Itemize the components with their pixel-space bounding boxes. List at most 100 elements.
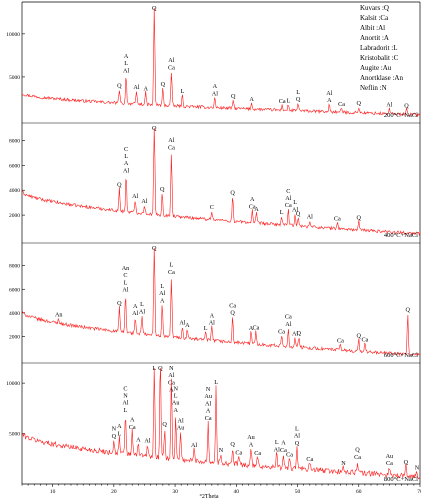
peak-label: Q	[404, 102, 409, 109]
peak-label: Q	[357, 214, 362, 221]
x-tick-label: 50	[295, 489, 301, 495]
peak-label: Q	[117, 182, 122, 189]
peak-label: N	[415, 465, 420, 472]
x-axis-label: °2Theta	[199, 493, 218, 500]
y-tick-label: 2000	[9, 213, 20, 219]
legend-item: Albit :Al	[360, 24, 385, 32]
peak-label: N	[341, 460, 346, 467]
peak-label: Ca	[361, 337, 368, 344]
y-tick-label: 6000	[9, 163, 20, 169]
peak-label: C	[123, 385, 127, 392]
panel-label: 600°C+NaCl	[384, 352, 418, 359]
peak-label: Q	[296, 96, 301, 103]
diffraction-trace	[21, 247, 421, 357]
y-tick-label: 5000	[9, 75, 20, 81]
peak-label: Al	[159, 290, 165, 297]
peak-label: Al	[285, 195, 291, 202]
peak-label: Ca	[229, 302, 236, 309]
y-tick-label: 4000	[9, 311, 20, 317]
panel-label: 400°C+NaCl	[384, 232, 418, 239]
peak-label: L	[170, 262, 174, 269]
peak-label: Al	[132, 310, 138, 317]
peak-label: Al	[168, 372, 174, 379]
x-tick-label: 40	[234, 489, 240, 495]
peak-label: Q	[112, 433, 117, 440]
peak-label: C	[123, 272, 127, 279]
peak-label: Ca	[168, 269, 175, 276]
peak-label: N	[169, 365, 174, 372]
peak-label: Al	[168, 137, 174, 144]
x-tick-label: 20	[111, 489, 117, 495]
peak-label: Q	[161, 81, 166, 88]
peak-label: Al	[294, 433, 300, 440]
peak-label: Al	[123, 67, 129, 74]
peak-label: A	[210, 312, 215, 319]
peak-label: Ca	[168, 64, 175, 71]
legend-item: Anortklase :An	[360, 74, 403, 82]
peak-label: Ca	[280, 447, 287, 454]
diffraction-trace	[21, 7, 421, 117]
peak-label: N	[219, 447, 224, 454]
y-tick-label: 10000	[6, 32, 20, 38]
peak-label: A	[254, 206, 259, 213]
y-tick-label: 8000	[9, 138, 20, 144]
y-tick-label: 10000	[6, 381, 20, 387]
peak-label: L	[275, 439, 279, 446]
legend-item: Labradorit :L	[360, 44, 398, 52]
peak-label: Ca	[252, 324, 259, 331]
peak-label: Al	[274, 446, 280, 453]
peak-label: A	[249, 441, 254, 448]
panel-label: 200°C+NaCl	[384, 112, 418, 119]
x-axis: 10 20 30 40 50 60 70	[21, 484, 421, 495]
peak-label: A	[169, 387, 174, 394]
peak-label: L	[124, 60, 128, 67]
peak-label: Q	[357, 100, 362, 107]
peak-label: L	[152, 365, 156, 372]
peak-label: Al	[326, 90, 332, 97]
peak-label: A	[173, 407, 178, 414]
peak-label: L	[124, 153, 128, 160]
legend-item: Kalsit :Ca	[360, 14, 389, 22]
peak-label: Ca	[235, 450, 242, 457]
peak-label: N	[112, 426, 117, 433]
peak-label: A	[160, 297, 165, 304]
peak-label: Al	[307, 214, 313, 221]
peak-label: Au	[204, 393, 212, 400]
peak-label: Au	[177, 424, 185, 431]
peak-label: L	[140, 301, 144, 308]
peak-label: Ca	[168, 144, 175, 151]
peak-label: L	[160, 283, 164, 290]
peak-label: Al	[122, 287, 128, 294]
peak-label: Al	[132, 193, 138, 200]
legend: Kuvars :Q Kalsit :Ca Albit :Al Anortit :A La…	[360, 4, 403, 92]
peak-label: Al	[141, 198, 147, 205]
peak-label: Q	[160, 186, 165, 193]
peak-label: Al	[292, 331, 298, 338]
y-tick-label: 8000	[9, 264, 20, 270]
peak-label: Ca	[338, 101, 345, 108]
peak-label: A	[185, 322, 190, 329]
peak-label: Q	[117, 82, 122, 89]
peak-label: Al	[205, 400, 211, 407]
peak-label: Ca	[254, 450, 261, 457]
peak-label: Al	[144, 437, 150, 444]
peak-label: Ca	[285, 314, 292, 321]
peak-label: L	[295, 425, 299, 432]
peak-label: Q	[404, 459, 409, 466]
peak-label: L	[174, 392, 178, 399]
panel-3: 2000400060008000AnQAnCLAlAAlLAlQLAlALCaA…	[9, 242, 421, 359]
peak-label: Ca	[286, 451, 293, 458]
peak-label: L	[286, 98, 290, 105]
peak-label: A	[124, 53, 129, 60]
peak-label: Al	[122, 400, 128, 407]
peak-label: A	[143, 86, 148, 93]
peak-label: A	[213, 83, 218, 90]
peak-label: A	[281, 440, 286, 447]
peak-label: Q	[230, 189, 235, 196]
legend-item: Neflin :N	[360, 84, 387, 92]
